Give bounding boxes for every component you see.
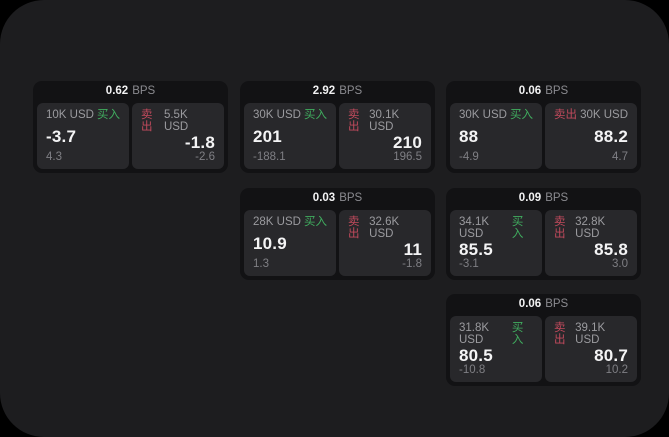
- buy-sub-value: -10.8: [459, 363, 486, 376]
- buy-amount: 30K USD: [459, 109, 507, 121]
- sell-panel[interactable]: 卖出 30K USD 88.2 4.7: [545, 103, 637, 169]
- buy-panel[interactable]: 30K USD 买入 88 -4.9: [450, 103, 542, 169]
- quote-body: 30K USD 买入 201 -188.1 卖出 30.1K USD 210 1…: [244, 103, 431, 169]
- sell-sub-value: -2.6: [195, 150, 215, 163]
- buy-amount: 31.8K USD: [459, 322, 490, 346]
- sell-panel[interactable]: 卖出 32.8K USD 85.8 3.0: [545, 210, 637, 276]
- quote-card: 0.06 BPS 31.8K USD 买入 80.5 -10.8 卖出 39.1…: [446, 294, 641, 386]
- bps-unit: BPS: [132, 85, 156, 98]
- buy-price: 201: [253, 127, 282, 146]
- buy-price: 10.9: [253, 234, 287, 253]
- bps-value: 0.06: [518, 85, 542, 98]
- quote-body: 28K USD 买入 10.9 1.3 卖出 32.6K USD 11 -1.8: [244, 210, 431, 276]
- sell-panel[interactable]: 卖出 5.5K USD -1.8 -2.6: [132, 103, 224, 169]
- sell-sub-value: 3.0: [612, 257, 628, 270]
- sell-price: 85.8: [594, 239, 628, 259]
- bps-header: 0.06 BPS: [446, 294, 641, 316]
- quote-card: 0.06 BPS 30K USD 买入 88 -4.9 卖出 30K USD: [446, 81, 641, 173]
- bps-value: 2.92: [312, 85, 336, 98]
- buy-panel[interactable]: 30K USD 买入 201 -188.1: [244, 103, 336, 169]
- buy-sub-value: -4.9: [459, 150, 479, 163]
- bps-value: 0.62: [105, 85, 129, 98]
- sell-label: 卖出: [554, 109, 577, 121]
- sell-amount: 5.5K USD: [163, 109, 189, 133]
- buy-panel[interactable]: 28K USD 买入 10.9 1.3: [244, 210, 336, 276]
- quote-body: 34.1K USD 买入 85.5 -3.1 卖出 32.8K USD 85.8…: [450, 210, 637, 276]
- buy-label: 买入: [97, 109, 120, 121]
- bps-value: 0.03: [312, 192, 336, 205]
- buy-amount: 30K USD: [253, 109, 301, 121]
- quote-body: 31.8K USD 买入 80.5 -10.8 卖出 39.1K USD 80.…: [450, 316, 637, 382]
- sell-label: 卖出: [348, 109, 360, 133]
- buy-price: -3.7: [46, 127, 77, 146]
- sell-price: 88.2: [594, 127, 628, 146]
- sell-label: 卖出: [554, 216, 566, 240]
- buy-label: 买入: [511, 322, 524, 346]
- bps-value: 0.06: [518, 298, 542, 311]
- buy-amount: 10K USD: [46, 109, 94, 121]
- bps-unit: BPS: [545, 298, 569, 311]
- buy-sub-value: -3.1: [459, 257, 479, 270]
- quote-card: 0.09 BPS 34.1K USD 买入 85.5 -3.1 卖出 32.8K…: [446, 188, 641, 280]
- buy-price: 85.5: [459, 239, 493, 259]
- buy-amount: 28K USD: [253, 216, 301, 228]
- bps-header: 0.62 BPS: [33, 81, 228, 103]
- bps-unit: BPS: [545, 85, 569, 98]
- sell-label: 卖出: [141, 109, 153, 133]
- bps-unit: BPS: [339, 192, 363, 205]
- buy-panel[interactable]: 10K USD 买入 -3.7 4.3: [37, 103, 129, 169]
- sell-price: 11: [403, 239, 422, 259]
- bps-header: 0.06 BPS: [446, 81, 641, 103]
- sell-amount: 39.1K USD: [575, 322, 606, 346]
- bps-header: 2.92 BPS: [240, 81, 435, 103]
- bps-header: 0.09 BPS: [446, 188, 641, 210]
- bps-unit: BPS: [339, 85, 363, 98]
- sell-panel[interactable]: 卖出 32.6K USD 11 -1.8: [339, 210, 431, 276]
- sell-panel[interactable]: 卖出 39.1K USD 80.7 10.2: [545, 316, 637, 382]
- buy-label: 买入: [511, 216, 524, 240]
- sell-label: 卖出: [554, 322, 566, 346]
- bps-unit: BPS: [545, 192, 569, 205]
- sell-sub-value: 10.2: [605, 363, 628, 376]
- sell-amount: 30.1K USD: [369, 109, 400, 133]
- buy-sub-value: 1.3: [253, 257, 269, 270]
- buy-price: 88: [459, 127, 479, 146]
- buy-label: 买入: [510, 109, 533, 121]
- quote-body: 30K USD 买入 88 -4.9 卖出 30K USD 88.2 4.7: [450, 103, 637, 169]
- sell-price: 210: [393, 132, 422, 152]
- buy-panel[interactable]: 31.8K USD 买入 80.5 -10.8: [450, 316, 542, 382]
- sell-amount: 32.8K USD: [575, 216, 606, 240]
- buy-label: 买入: [304, 109, 327, 121]
- sell-label: 卖出: [348, 216, 360, 240]
- quote-body: 10K USD 买入 -3.7 4.3 卖出 5.5K USD -1.8 -2.…: [37, 103, 224, 169]
- quote-card: 0.62 BPS 10K USD 买入 -3.7 4.3 卖出 5.5K USD: [33, 81, 228, 173]
- sell-price: 80.7: [594, 345, 628, 365]
- sell-panel[interactable]: 卖出 30.1K USD 210 196.5: [339, 103, 431, 169]
- buy-sub-value: -188.1: [253, 150, 286, 163]
- quote-card: 0.03 BPS 28K USD 买入 10.9 1.3 卖出 32.6K US…: [240, 188, 435, 280]
- quote-card: 2.92 BPS 30K USD 买入 201 -188.1 卖出 30.1K …: [240, 81, 435, 173]
- sell-sub-value: 196.5: [393, 150, 422, 163]
- buy-price: 80.5: [459, 345, 493, 365]
- sell-sub-value: -1.8: [402, 257, 422, 270]
- sell-sub-value: 4.7: [612, 150, 628, 163]
- buy-label: 买入: [304, 216, 327, 228]
- sell-amount: 32.6K USD: [369, 216, 400, 240]
- sell-amount: 30K USD: [580, 109, 628, 121]
- sell-price: -1.8: [184, 132, 215, 152]
- bps-value: 0.09: [518, 192, 542, 205]
- buy-panel[interactable]: 34.1K USD 买入 85.5 -3.1: [450, 210, 542, 276]
- buy-amount: 34.1K USD: [459, 216, 490, 240]
- bps-header: 0.03 BPS: [240, 188, 435, 210]
- buy-sub-value: 4.3: [46, 150, 62, 163]
